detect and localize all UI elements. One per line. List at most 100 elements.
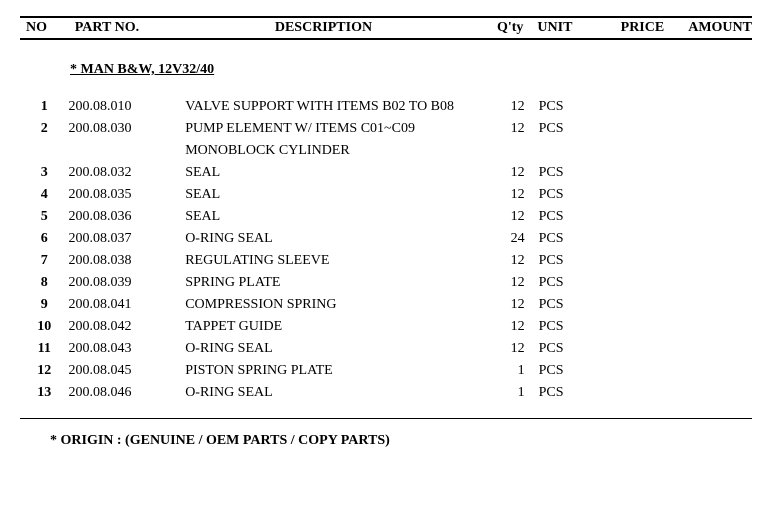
parts-list-page: NO PART NO. DESCRIPTION Q'ty UNIT PRICE … xyxy=(0,0,782,459)
cell-desc: SEAL xyxy=(175,184,466,206)
cell-part: 200.08.043 xyxy=(69,338,176,360)
col-header-price: PRICE xyxy=(596,20,664,36)
cell-qty: 12 xyxy=(466,184,524,206)
cell-desc: MONOBLOCK CYLINDER xyxy=(175,140,466,162)
cell-amount xyxy=(665,206,752,228)
cell-no: 6 xyxy=(20,228,69,250)
cell-amount xyxy=(665,96,752,118)
cell-desc: SPRING PLATE xyxy=(175,272,466,294)
cell-part: 200.08.045 xyxy=(69,360,176,382)
bottom-rule xyxy=(20,418,752,419)
cell-amount xyxy=(665,316,752,338)
cell-part: 200.08.035 xyxy=(69,184,176,206)
cell-price xyxy=(597,360,665,382)
cell-unit: PCS xyxy=(525,338,597,360)
cell-price xyxy=(597,382,665,404)
cell-amount xyxy=(665,228,752,250)
cell-unit: PCS xyxy=(525,162,597,184)
cell-no xyxy=(20,140,69,162)
cell-price xyxy=(597,184,665,206)
cell-amount xyxy=(665,382,752,404)
cell-no: 10 xyxy=(20,316,69,338)
table-row: 9200.08.041COMPRESSION SPRING12PCS xyxy=(20,294,752,316)
cell-part: 200.08.038 xyxy=(69,250,176,272)
cell-qty: 12 xyxy=(466,316,524,338)
cell-part: 200.08.030 xyxy=(69,118,176,140)
cell-price xyxy=(597,206,665,228)
table-row: 12200.08.045PISTON SPRING PLATE1PCS xyxy=(20,360,752,382)
cell-no: 4 xyxy=(20,184,69,206)
col-header-part: PART NO. xyxy=(75,20,182,36)
table-row: 2200.08.030PUMP ELEMENT W/ ITEMS C01~C09… xyxy=(20,118,752,140)
cell-unit: PCS xyxy=(525,316,597,338)
cell-no: 9 xyxy=(20,294,69,316)
cell-amount xyxy=(665,140,752,162)
col-header-qty: Q'ty xyxy=(465,20,524,36)
cell-desc: O-RING SEAL xyxy=(175,382,466,404)
cell-no: 7 xyxy=(20,250,69,272)
section-title: * MAN B&W, 12V32/40 xyxy=(70,62,752,78)
cell-desc: TAPPET GUIDE xyxy=(175,316,466,338)
cell-price xyxy=(597,316,665,338)
col-header-amount: AMOUNT xyxy=(664,20,752,36)
cell-qty: 12 xyxy=(466,294,524,316)
cell-amount xyxy=(665,360,752,382)
cell-part: 200.08.037 xyxy=(69,228,176,250)
cell-qty: 24 xyxy=(466,228,524,250)
cell-desc: O-RING SEAL xyxy=(175,338,466,360)
table-header: NO PART NO. DESCRIPTION Q'ty UNIT PRICE … xyxy=(20,16,752,40)
cell-no: 8 xyxy=(20,272,69,294)
table-row: 5200.08.036SEAL12PCS xyxy=(20,206,752,228)
cell-no: 12 xyxy=(20,360,69,382)
cell-no: 11 xyxy=(20,338,69,360)
cell-desc: PISTON SPRING PLATE xyxy=(175,360,466,382)
cell-unit: PCS xyxy=(525,96,597,118)
cell-desc: REGULATING SLEEVE xyxy=(175,250,466,272)
table-row: 4200.08.035SEAL12PCS xyxy=(20,184,752,206)
cell-part: 200.08.039 xyxy=(69,272,176,294)
cell-unit: PCS xyxy=(525,360,597,382)
cell-qty: 12 xyxy=(466,206,524,228)
cell-unit: PCS xyxy=(525,272,597,294)
cell-part: 200.08.032 xyxy=(69,162,176,184)
cell-qty: 1 xyxy=(466,360,524,382)
cell-desc: COMPRESSION SPRING xyxy=(175,294,466,316)
cell-unit: PCS xyxy=(525,294,597,316)
table-row: 7200.08.038REGULATING SLEEVE12PCS xyxy=(20,250,752,272)
col-header-unit: UNIT xyxy=(523,20,596,36)
cell-price xyxy=(597,338,665,360)
table-row: 1200.08.010VALVE SUPPORT WITH ITEMS B02 … xyxy=(20,96,752,118)
cell-price xyxy=(597,140,665,162)
cell-no: 2 xyxy=(20,118,69,140)
cell-amount xyxy=(665,294,752,316)
table-row: 8200.08.039SPRING PLATE12PCS xyxy=(20,272,752,294)
origin-footnote: * ORIGIN : (GENUINE / OEM PARTS / COPY P… xyxy=(50,433,752,449)
cell-unit: PCS xyxy=(525,118,597,140)
cell-price xyxy=(597,96,665,118)
cell-amount xyxy=(665,272,752,294)
cell-part: 200.08.046 xyxy=(69,382,176,404)
cell-amount xyxy=(665,118,752,140)
cell-part: 200.08.036 xyxy=(69,206,176,228)
cell-part: 200.08.041 xyxy=(69,294,176,316)
cell-desc: PUMP ELEMENT W/ ITEMS C01~C09 xyxy=(175,118,466,140)
cell-price xyxy=(597,118,665,140)
cell-qty: 12 xyxy=(466,162,524,184)
cell-qty: 12 xyxy=(466,118,524,140)
cell-part xyxy=(69,140,176,162)
cell-price xyxy=(597,250,665,272)
cell-qty: 12 xyxy=(466,250,524,272)
cell-unit: PCS xyxy=(525,206,597,228)
cell-desc: SEAL xyxy=(175,162,466,184)
table-row: 11200.08.043O-RING SEAL12PCS xyxy=(20,338,752,360)
cell-price xyxy=(597,228,665,250)
cell-unit: PCS xyxy=(525,250,597,272)
cell-part: 200.08.042 xyxy=(69,316,176,338)
cell-qty xyxy=(466,140,524,162)
cell-part: 200.08.010 xyxy=(69,96,176,118)
cell-qty: 12 xyxy=(466,338,524,360)
cell-price xyxy=(597,272,665,294)
cell-amount xyxy=(665,184,752,206)
cell-qty: 12 xyxy=(466,96,524,118)
cell-no: 1 xyxy=(20,96,69,118)
